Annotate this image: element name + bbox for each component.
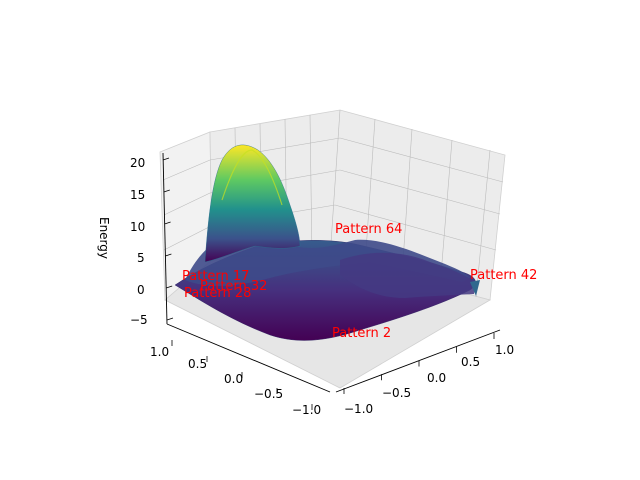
annotation-label: Pattern 28 (184, 286, 251, 301)
surface-peak (204, 144, 301, 263)
y-axis-line (335, 329, 501, 393)
annotation-label: Pattern 64 (335, 222, 402, 237)
z-tick-mark (164, 221, 171, 225)
z-axis-title: Energy (97, 217, 111, 259)
y-ticks (343, 333, 495, 394)
z-tick-label: 5 (137, 251, 145, 265)
z-tick-mark (165, 253, 172, 257)
y-tick-label: −1.0 (344, 402, 373, 416)
annotation-label: Pattern 42 (470, 268, 537, 283)
x-axis-line (166, 323, 331, 393)
surface-right-lobe (340, 252, 476, 298)
z-tick-label: 10 (130, 220, 145, 234)
surface-spike-right (470, 280, 480, 296)
x-tick-label: 0.5 (188, 357, 207, 371)
axis-lines (162, 152, 501, 393)
z-tick-mark (166, 285, 173, 289)
y-tick-label: −0.5 (382, 386, 411, 400)
x-tick-label: 1.0 (150, 345, 169, 359)
z-ticks (162, 157, 174, 321)
x-tick-label: 0.0 (224, 372, 243, 386)
annotation-label: Pattern 32 (200, 279, 267, 294)
z-tick-label: 15 (130, 188, 145, 202)
pattern-annotations: Pattern 64 Pattern 42 Pattern 17 Pattern… (182, 222, 537, 341)
y-tick-label: 1.0 (495, 343, 514, 357)
x-tick-label: −1.0 (292, 403, 321, 417)
z-tick-label: 20 (130, 156, 145, 170)
x-ticks (171, 340, 313, 410)
z-tick-label: −5 (130, 313, 148, 327)
y-tick-label: 0.0 (427, 371, 446, 385)
annotation-label: Pattern 17 (182, 269, 249, 284)
annotation-label: Pattern 2 (332, 326, 391, 341)
energy-surface (174, 144, 480, 341)
z-tick-mark (162, 157, 170, 161)
y-tick-label: 0.5 (461, 355, 480, 369)
surface-peak-spine (221, 149, 283, 206)
z-axis-line (162, 152, 168, 325)
x-tick-label: −0.5 (254, 387, 283, 401)
z-tick-mark (166, 317, 174, 321)
z-tick-mark (163, 189, 170, 193)
z-tick-label: 0 (137, 283, 145, 297)
